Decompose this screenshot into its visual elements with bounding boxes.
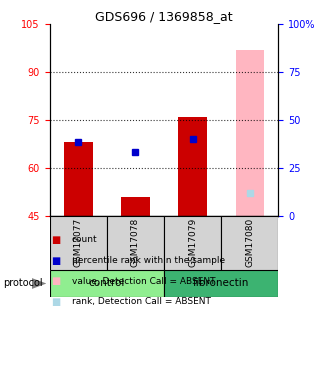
Text: GSM17080: GSM17080	[245, 218, 254, 267]
Text: ■: ■	[51, 276, 60, 286]
Text: ■: ■	[51, 297, 60, 307]
Bar	[50, 270, 164, 297]
Polygon shape	[32, 278, 46, 289]
Text: percentile rank within the sample: percentile rank within the sample	[72, 256, 225, 265]
Text: GSM17077: GSM17077	[74, 218, 83, 267]
Text: fibronectin: fibronectin	[193, 279, 249, 288]
Bar	[164, 216, 221, 270]
Text: count: count	[72, 236, 98, 244]
Text: ■: ■	[51, 256, 60, 266]
Text: value, Detection Call = ABSENT: value, Detection Call = ABSENT	[72, 277, 215, 286]
Bar	[50, 216, 107, 270]
Text: control: control	[89, 279, 125, 288]
Bar	[178, 117, 207, 216]
Bar	[236, 50, 264, 216]
Text: ■: ■	[51, 235, 60, 245]
Text: GSM17079: GSM17079	[188, 218, 197, 267]
Bar	[107, 216, 164, 270]
Bar	[121, 196, 150, 216]
Title: GDS696 / 1369858_at: GDS696 / 1369858_at	[95, 10, 233, 23]
Bar	[64, 142, 92, 216]
Text: protocol: protocol	[3, 279, 43, 288]
Text: rank, Detection Call = ABSENT: rank, Detection Call = ABSENT	[72, 297, 211, 306]
Text: GSM17078: GSM17078	[131, 218, 140, 267]
Bar	[221, 216, 278, 270]
Bar	[164, 270, 278, 297]
